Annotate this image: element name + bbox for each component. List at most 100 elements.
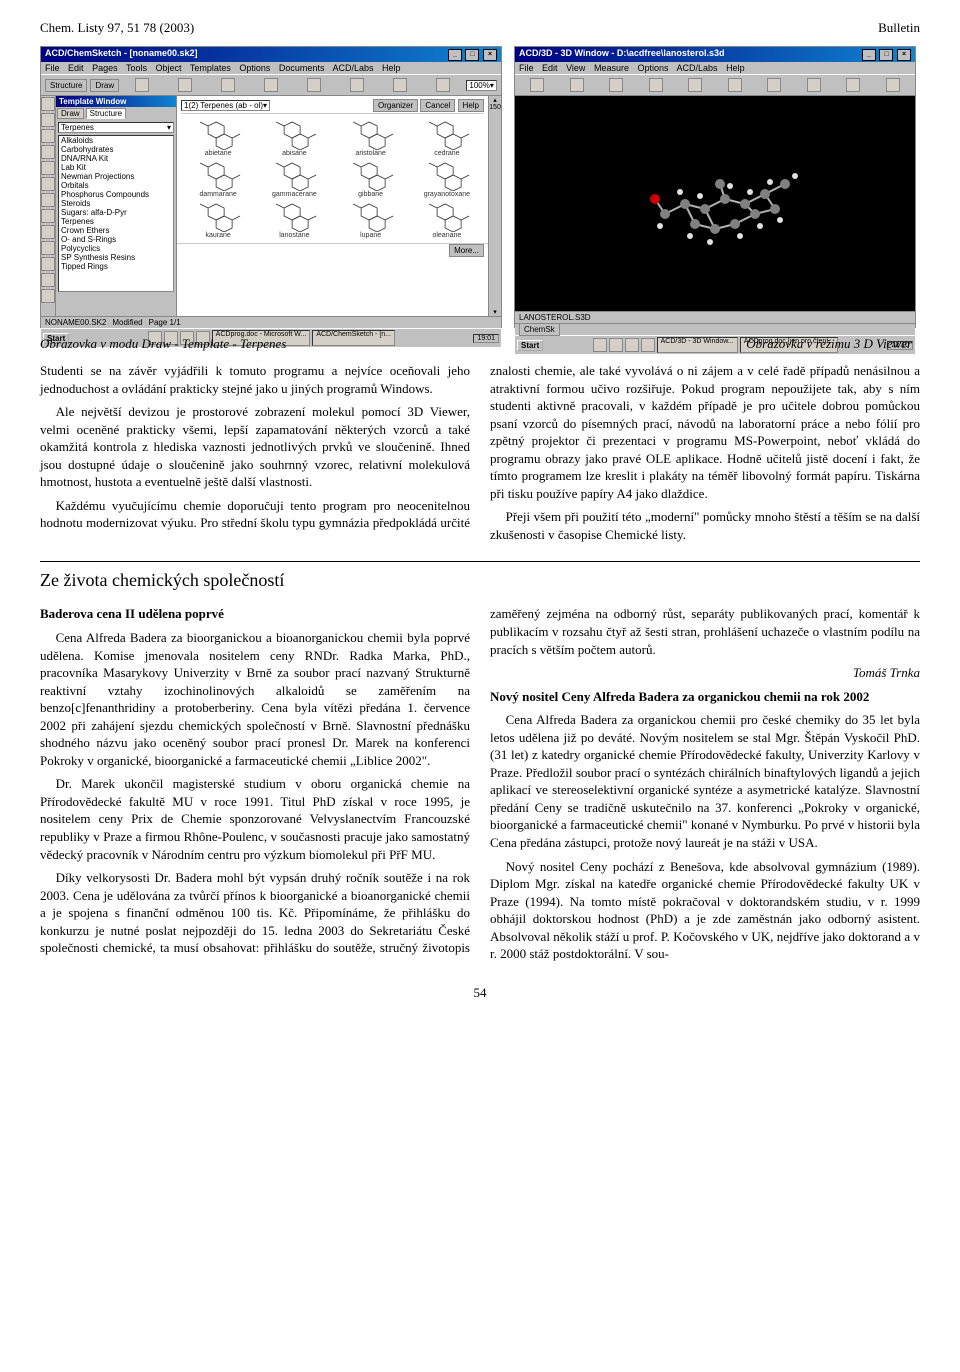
- maximize-icon[interactable]: □: [465, 49, 479, 61]
- tool-icon[interactable]: [264, 78, 278, 92]
- palette-icon[interactable]: [41, 241, 55, 255]
- tool-icon[interactable]: [767, 78, 781, 92]
- molecule-cell[interactable]: lupane: [334, 200, 408, 239]
- draw-button[interactable]: Draw: [90, 79, 119, 92]
- menu-options[interactable]: Options: [239, 63, 270, 73]
- molecule-cell[interactable]: grayanotoxane: [410, 159, 484, 198]
- menu-edit[interactable]: Edit: [542, 63, 558, 73]
- page-dropdown[interactable]: 1(2) Terpenes (ab - ol)▾: [181, 100, 270, 111]
- tool-icon[interactable]: [221, 78, 235, 92]
- list-item[interactable]: DNA/RNA Kit: [59, 154, 173, 163]
- molecule-cell[interactable]: dammarane: [181, 159, 255, 198]
- tool-icon[interactable]: [393, 78, 407, 92]
- palette-icon[interactable]: [41, 193, 55, 207]
- title-bar[interactable]: ACD/3D - 3D Window - D:\acdfree\lanoster…: [515, 47, 915, 62]
- tool-icon[interactable]: [307, 78, 321, 92]
- palette-icon[interactable]: [41, 145, 55, 159]
- tool-icon[interactable]: [728, 78, 742, 92]
- menu-acdlabs[interactable]: ACD/Labs: [332, 63, 373, 73]
- menu-help[interactable]: Help: [726, 63, 745, 73]
- palette-icon[interactable]: [41, 97, 55, 111]
- menu-measure[interactable]: Measure: [594, 63, 629, 73]
- molecule-cell[interactable]: lanostane: [257, 200, 331, 239]
- template-list[interactable]: Alkaloids Carbohydrates DNA/RNA Kit Lab …: [58, 135, 174, 292]
- help-button[interactable]: Help: [458, 99, 484, 112]
- molecule-cell[interactable]: gammacerane: [257, 159, 331, 198]
- tool-icon[interactable]: [436, 78, 450, 92]
- more-button[interactable]: More...: [449, 244, 484, 257]
- menu-tools[interactable]: Tools: [126, 63, 147, 73]
- list-item[interactable]: Alkaloids: [59, 136, 173, 145]
- palette-icon[interactable]: [41, 161, 55, 175]
- palette-icon[interactable]: [41, 209, 55, 223]
- list-item[interactable]: Terpenes: [59, 217, 173, 226]
- palette-icon[interactable]: [41, 225, 55, 239]
- menu-view[interactable]: View: [566, 63, 585, 73]
- menu-file[interactable]: File: [519, 63, 534, 73]
- molecule-cell[interactable]: oleanane: [410, 200, 484, 239]
- structure-button[interactable]: Structure: [45, 79, 87, 92]
- category-dropdown[interactable]: Terpenes▾: [58, 122, 174, 133]
- zoom-dropdown[interactable]: 100%▾: [466, 80, 496, 91]
- menu-options[interactable]: Options: [637, 63, 668, 73]
- tool-icon[interactable]: [649, 78, 663, 92]
- scroll-up-icon[interactable]: ▴: [493, 96, 497, 104]
- canvas-area[interactable]: 1(2) Terpenes (ab - ol)▾ Organizer Cance…: [177, 96, 488, 316]
- title-bar[interactable]: ACD/ChemSketch - [noname00.sk2] _ □ ×: [41, 47, 501, 62]
- tool-icon[interactable]: [350, 78, 364, 92]
- minimize-icon[interactable]: _: [448, 49, 462, 61]
- list-item[interactable]: SP Synthesis Resins: [59, 253, 173, 262]
- maximize-icon[interactable]: □: [879, 49, 893, 61]
- molecule-cell[interactable]: abisane: [257, 118, 331, 157]
- scroll-down-icon[interactable]: ▾: [493, 308, 497, 316]
- palette-icon[interactable]: [41, 289, 55, 303]
- chemsketch-tab[interactable]: ChemSk: [519, 323, 560, 336]
- list-item[interactable]: O- and S-Rings: [59, 235, 173, 244]
- list-item[interactable]: Lab Kit: [59, 163, 173, 172]
- menu-documents[interactable]: Documents: [279, 63, 325, 73]
- menu-acdlabs[interactable]: ACD/Labs: [677, 63, 718, 73]
- menu-object[interactable]: Object: [155, 63, 181, 73]
- list-item[interactable]: Newman Projections: [59, 172, 173, 181]
- close-icon[interactable]: ×: [897, 49, 911, 61]
- tab-structure[interactable]: Structure: [86, 108, 126, 119]
- list-item[interactable]: Carbohydrates: [59, 145, 173, 154]
- list-item[interactable]: Sugars: alfa-D-Pyr: [59, 208, 173, 217]
- molecule-cell[interactable]: cedrane: [410, 118, 484, 157]
- close-icon[interactable]: ×: [483, 49, 497, 61]
- molecule-cell[interactable]: abietane: [181, 118, 255, 157]
- tool-icon[interactable]: [609, 78, 623, 92]
- tool-icon[interactable]: [886, 78, 900, 92]
- menu-help[interactable]: Help: [382, 63, 401, 73]
- molecule-cell[interactable]: gibbane: [334, 159, 408, 198]
- menu-edit[interactable]: Edit: [68, 63, 84, 73]
- organizer-button[interactable]: Organizer: [373, 99, 418, 112]
- list-item[interactable]: Orbitals: [59, 181, 173, 190]
- list-item[interactable]: Crown Ethers: [59, 226, 173, 235]
- vertical-scrollbar[interactable]: ▴ 150 ▾: [488, 96, 501, 316]
- menu-file[interactable]: File: [45, 63, 60, 73]
- tool-icon[interactable]: [178, 78, 192, 92]
- tool-icon[interactable]: [570, 78, 584, 92]
- tool-icon[interactable]: [135, 78, 149, 92]
- palette-icon[interactable]: [41, 177, 55, 191]
- tool-icon[interactable]: [807, 78, 821, 92]
- menu-pages[interactable]: Pages: [92, 63, 118, 73]
- palette-icon[interactable]: [41, 129, 55, 143]
- list-item[interactable]: Tipped Rings: [59, 262, 173, 271]
- list-item[interactable]: Phosphorus Compounds: [59, 190, 173, 199]
- list-item[interactable]: Polycyclics: [59, 244, 173, 253]
- cancel-button[interactable]: Cancel: [420, 99, 455, 112]
- tool-icon[interactable]: [688, 78, 702, 92]
- minimize-icon[interactable]: _: [862, 49, 876, 61]
- 3d-viewport[interactable]: [515, 96, 915, 311]
- palette-icon[interactable]: [41, 257, 55, 271]
- palette-icon[interactable]: [41, 113, 55, 127]
- list-item[interactable]: Steroids: [59, 199, 173, 208]
- tool-icon[interactable]: [846, 78, 860, 92]
- molecule-cell[interactable]: aristolane: [334, 118, 408, 157]
- menu-templates[interactable]: Templates: [190, 63, 231, 73]
- tool-icon[interactable]: [530, 78, 544, 92]
- palette-icon[interactable]: [41, 273, 55, 287]
- molecule-cell[interactable]: kaurane: [181, 200, 255, 239]
